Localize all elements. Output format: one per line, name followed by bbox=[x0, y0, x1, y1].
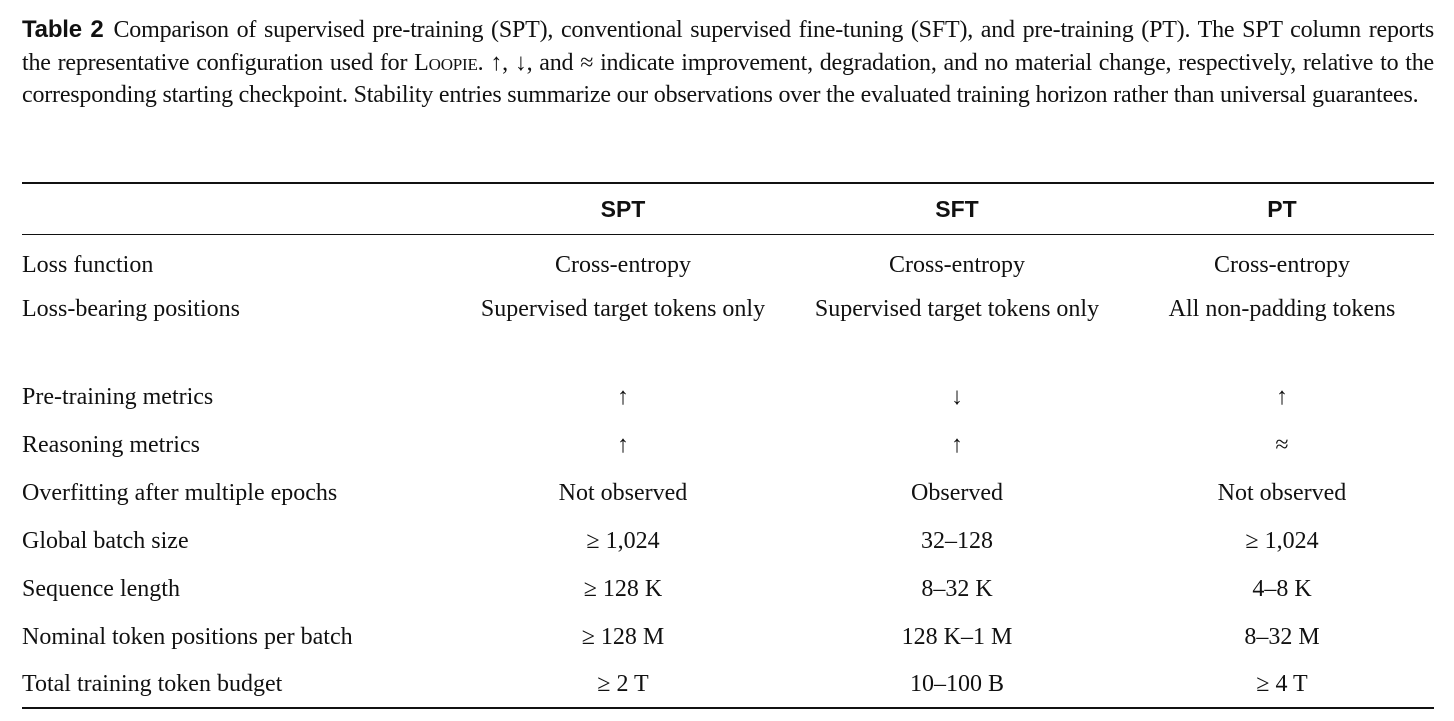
cell-sft: Supervised target tokens only bbox=[814, 296, 1100, 322]
table-row: Nominal token positions per batch ≥ 128 … bbox=[22, 613, 1434, 661]
cell-pt: ≥ 4 T bbox=[1130, 661, 1434, 709]
header-cell-sft: SFT bbox=[784, 182, 1130, 235]
cell-sft: ↑ bbox=[951, 432, 963, 458]
cell-sft: 10–100 B bbox=[784, 661, 1130, 709]
table-row: Reasoning metrics ↑ ↑ ≈ bbox=[22, 421, 1434, 469]
table-row: Overfitting after multiple epochs Not ob… bbox=[22, 469, 1434, 517]
cell-pt: ≥ 1,024 bbox=[1245, 528, 1319, 554]
header-cell-spt: SPT bbox=[462, 182, 784, 235]
cell-pt: Not observed bbox=[1217, 480, 1347, 506]
cell-pt: All non-padding tokens bbox=[1168, 296, 1396, 322]
row-label: Sequence length bbox=[22, 576, 180, 602]
table-label: Table 2 bbox=[22, 16, 104, 43]
caption-text-after: . ↑, ↓, and ≈ indicate improvement, degr… bbox=[22, 49, 1434, 109]
row-label: Loss function bbox=[22, 252, 154, 278]
cell-spt: Not observed bbox=[558, 480, 688, 506]
cell-spt: ≥ 2 T bbox=[462, 661, 784, 709]
row-label: Global batch size bbox=[22, 528, 189, 554]
caption-text-before: Comparison of supervised pre-training (S… bbox=[22, 17, 1434, 76]
cell-pt: ↑ bbox=[1276, 384, 1288, 410]
header-cell-pt: PT bbox=[1130, 182, 1434, 235]
table-row: Global batch size ≥ 1,024 32–128 ≥ 1,024 bbox=[22, 517, 1434, 565]
cell-sft: Cross-entropy bbox=[889, 252, 1025, 278]
cell-spt: ≥ 128 K bbox=[583, 576, 663, 602]
row-label: Loss-bearing positions bbox=[22, 296, 240, 322]
row-label: Overfitting after multiple epochs bbox=[22, 480, 338, 506]
comparison-table: SPT SFT PT Loss function Cross-entropy C… bbox=[22, 182, 1434, 709]
row-label: Nominal token positions per batch bbox=[22, 624, 353, 650]
cell-pt: ≈ bbox=[1275, 432, 1289, 458]
cell-sft: 128 K–1 M bbox=[901, 624, 1013, 650]
table-row: Loss-bearing positions Supervised target… bbox=[22, 289, 1434, 373]
row-label: Pre-training metrics bbox=[22, 384, 214, 410]
table-row: Loss function Cross-entropy Cross-entrop… bbox=[22, 235, 1434, 290]
cell-spt: Cross-entropy bbox=[555, 252, 691, 278]
cell-spt: ≥ 1,024 bbox=[586, 528, 660, 554]
table-row: Sequence length ≥ 128 K 8–32 K 4–8 K bbox=[22, 565, 1434, 613]
table-row: Pre-training metrics ↑ ↓ ↑ bbox=[22, 373, 1434, 421]
table-caption: Table 2 Comparison of supervised pre-trai… bbox=[22, 14, 1434, 112]
cell-pt: 8–32 M bbox=[1244, 624, 1320, 650]
cell-pt: Cross-entropy bbox=[1214, 252, 1350, 278]
cell-spt: ≥ 128 M bbox=[581, 624, 665, 650]
row-label: Total training token budget bbox=[22, 661, 462, 709]
paper-page: Table 2 Comparison of supervised pre-trai… bbox=[22, 14, 1434, 709]
header-cell-empty bbox=[22, 182, 462, 235]
cell-sft: Observed bbox=[911, 480, 1003, 506]
cell-pt: 4–8 K bbox=[1252, 576, 1312, 602]
table-row: Total training token budget ≥ 2 T 10–100… bbox=[22, 661, 1434, 709]
row-label: Reasoning metrics bbox=[22, 432, 200, 458]
cell-sft: 8–32 K bbox=[921, 576, 993, 602]
table-header-row: SPT SFT PT bbox=[22, 182, 1434, 235]
cell-spt: ↑ bbox=[617, 432, 629, 458]
cell-spt: ↑ bbox=[617, 384, 629, 410]
cell-spt: Supervised target tokens only bbox=[480, 296, 766, 322]
cell-sft: ↓ bbox=[951, 384, 963, 410]
method-name: Loopie bbox=[414, 49, 478, 76]
cell-sft: 32–128 bbox=[921, 528, 993, 554]
